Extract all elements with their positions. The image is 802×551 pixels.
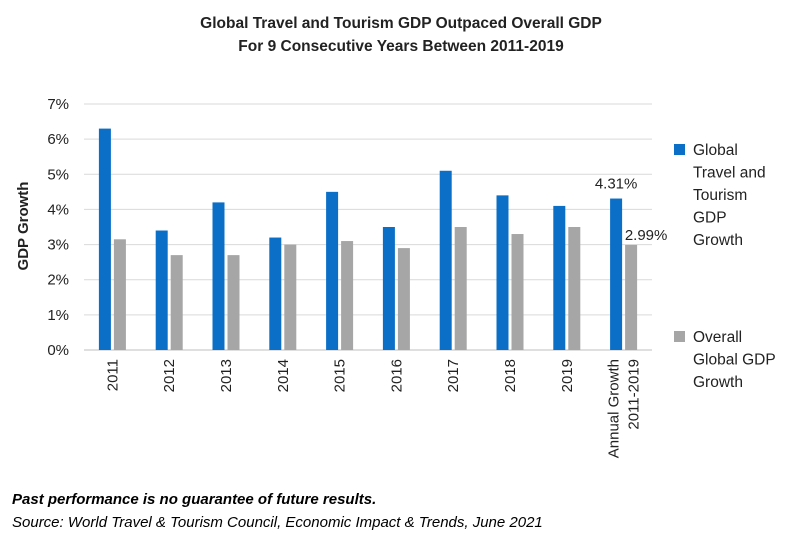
x-tick-label: 2019 <box>559 359 576 392</box>
bar-series-2-2018 <box>511 234 524 350</box>
legend: Global Travel and Tourism GDP Growth Overall G… <box>674 142 776 391</box>
bar-series-1-2016 <box>382 227 395 350</box>
legend-label-line: Travel and <box>693 165 766 182</box>
bar-series-2-2016 <box>397 248 410 350</box>
bar-series-2-2017 <box>454 227 467 350</box>
bar-series-1-2015 <box>326 191 339 350</box>
y-tick-label: 3% <box>47 237 69 254</box>
y-axis-ticks: 0% 1% 2% 3% 4% 5% 6% 7% <box>47 96 69 359</box>
legend-swatch <box>674 144 685 155</box>
legend-label-line: Tourism <box>693 187 747 204</box>
x-tick-label: 2016 <box>388 359 405 392</box>
bar-series-1-2012 <box>155 230 168 350</box>
bar-series-2-annual-growth-2011-2019 <box>625 244 638 350</box>
legend-label-line: Overall <box>693 329 742 346</box>
chart-title-line-1: Global Travel and Tourism GDP Outpaced O… <box>200 15 602 32</box>
legend-label-line: Growth <box>693 232 743 249</box>
x-tick-label-line: 2014 <box>275 359 292 392</box>
bar-series-2-2015 <box>341 241 354 350</box>
bar-chart: 0%1%2%3%4%5%6%7% 2011 2012 2013 2014 2015 201… <box>15 96 776 458</box>
bar-series-1-2013 <box>212 202 225 350</box>
x-tick-label: 2017 <box>445 359 462 392</box>
data-labels: 4.31% 2.99% <box>595 176 668 244</box>
y-tick-label: 7% <box>47 96 69 113</box>
x-axis-ticks: 2011 2012 2013 2014 2015 2016 2017 2018 2019 Annu… <box>104 359 642 458</box>
bar-series-1-2018 <box>496 195 509 350</box>
legend-label-line: Global GDP <box>693 352 776 369</box>
x-tick-label: 2011 <box>104 359 121 391</box>
gridlines <box>84 103 652 351</box>
x-tick-label: 2018 <box>502 359 519 392</box>
x-tick-label-line: 2015 <box>332 359 349 392</box>
bar-series-1-2017 <box>439 170 452 350</box>
source-note: Source: World Travel & Tourism Council, … <box>12 514 543 531</box>
x-tick-label-line: Annual Growth <box>606 359 623 458</box>
x-tick-label: 2012 <box>161 359 178 392</box>
y-tick-label: 5% <box>47 166 69 183</box>
bar-series-1-2011 <box>98 128 111 350</box>
x-tick-label-line: 2012 <box>161 359 178 392</box>
legend-swatch <box>674 331 685 342</box>
bar-series-2-2011 <box>113 239 126 350</box>
bar-series-2-2014 <box>284 244 297 350</box>
bar-series-1-2014 <box>269 237 282 350</box>
x-tick-label-line: 2017 <box>445 359 462 392</box>
x-tick-label: 2015 <box>332 359 349 392</box>
chart-title-line-2: For 9 Consecutive Years Between 2011-201… <box>238 38 564 55</box>
bar-series-2-2012 <box>170 255 183 350</box>
x-tick-label-line: 2016 <box>388 359 405 392</box>
x-tick-label: 2014 <box>275 359 292 392</box>
bar-series-2-2019 <box>568 227 581 350</box>
legend-label-line: Global <box>693 142 738 159</box>
bar-series-2-2013 <box>227 255 240 350</box>
bar-series-1-2019 <box>553 205 566 350</box>
legend-item-series-2: Overall Global GDP Growth <box>674 329 776 391</box>
y-tick-label: 6% <box>47 131 69 148</box>
y-tick-label: 1% <box>47 307 69 324</box>
bars <box>98 128 638 350</box>
x-tick-label-line: 2019 <box>559 359 576 392</box>
x-tick-label-line: 2018 <box>502 359 519 392</box>
y-tick-label: 0% <box>47 342 69 359</box>
legend-item-series-1: Global Travel and Tourism GDP Growth <box>674 142 766 249</box>
x-tick-label: Annual Growth 2011-2019 <box>606 359 643 458</box>
y-tick-label: 4% <box>47 201 69 218</box>
legend-label-line: GDP <box>693 210 727 227</box>
bar-series-1-annual-growth-2011-2019 <box>610 198 623 350</box>
legend-label-line: Growth <box>693 374 743 391</box>
y-tick-label: 2% <box>47 272 69 289</box>
data-label: 2.99% <box>625 227 668 244</box>
disclaimer-note: Past performance is no guarantee of futu… <box>12 491 377 508</box>
chart-title: Global Travel and Tourism GDP Outpaced O… <box>0 12 802 58</box>
x-tick-label-line: 2013 <box>218 359 235 392</box>
x-tick-label-line: 2011 <box>104 359 121 391</box>
y-axis-label: GDP Growth <box>15 182 32 271</box>
data-label: 4.31% <box>595 176 638 193</box>
x-tick-label: 2013 <box>218 359 235 392</box>
x-tick-label-line: 2011-2019 <box>626 359 643 430</box>
